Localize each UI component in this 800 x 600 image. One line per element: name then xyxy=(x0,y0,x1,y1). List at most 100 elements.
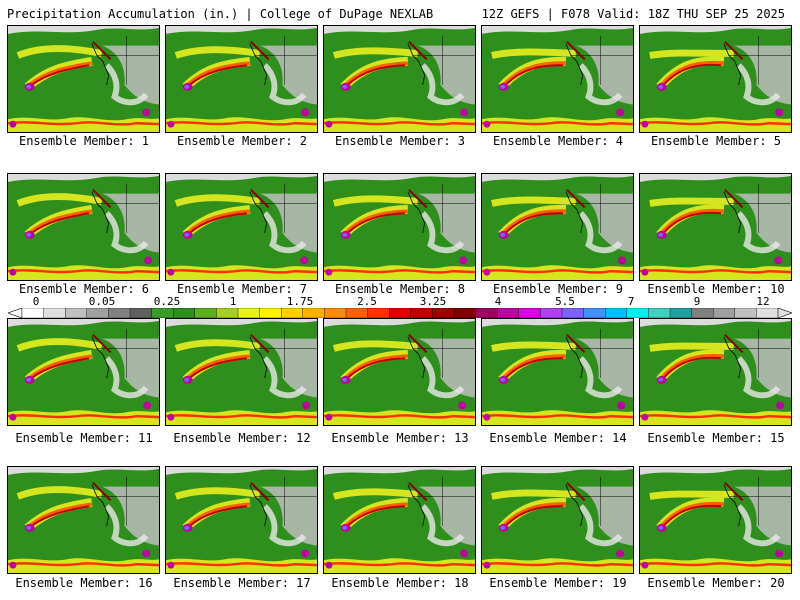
colorbar-tick-label: 0.25 xyxy=(153,295,181,308)
colorbar-tick-label: 2.5 xyxy=(357,295,377,308)
ensemble-map-panel xyxy=(165,466,318,574)
precipitation-map xyxy=(640,26,791,132)
ensemble-map-panel xyxy=(639,466,792,574)
colorbar-swatch xyxy=(691,308,714,318)
colorbar-swatch xyxy=(475,308,498,318)
colorbar-swatch xyxy=(518,308,541,318)
colorbar-swatch xyxy=(410,308,433,318)
colorbar-swatch xyxy=(583,308,606,318)
precipitation-map xyxy=(8,174,159,280)
ensemble-member-label: Ensemble Member: 16 xyxy=(15,576,153,590)
colorbar-swatch xyxy=(86,308,109,318)
colorbar-swatch xyxy=(453,308,477,318)
ensemble-map-panel xyxy=(323,173,476,281)
colorbar-tick-label: 12 xyxy=(756,295,770,308)
ensemble-member-label: Ensemble Member: 17 xyxy=(173,576,311,590)
precipitation-map xyxy=(8,319,159,425)
ensemble-member-label: Ensemble Member: 6 xyxy=(18,282,150,296)
ensemble-map-panel xyxy=(481,173,634,281)
ensemble-map-panel xyxy=(481,318,634,426)
colorbar-swatch xyxy=(21,308,45,318)
ensemble-member-label: Ensemble Member: 20 xyxy=(647,576,785,590)
precipitation-map xyxy=(482,174,633,280)
precipitation-map xyxy=(640,319,791,425)
colorbar-swatch xyxy=(432,308,455,318)
precipitation-map xyxy=(482,319,633,425)
colorbar-swatch xyxy=(65,308,88,318)
precipitation-map xyxy=(166,467,317,573)
precipitation-map xyxy=(482,467,633,573)
colorbar-swatch xyxy=(345,308,369,318)
ensemble-map-panel xyxy=(323,318,476,426)
colorbar-swatch xyxy=(108,308,131,318)
map-title: Precipitation Accumulation (in.) | Colle… xyxy=(7,7,434,21)
precipitation-map xyxy=(166,26,317,132)
colorbar-swatch xyxy=(756,308,779,318)
ensemble-map-panel xyxy=(7,25,160,133)
colorbar-tick-label: 0.05 xyxy=(88,295,116,308)
ensemble-member-label: Ensemble Member: 10 xyxy=(647,282,785,296)
colorbar-swatch xyxy=(43,308,66,318)
colorbar-tick-label: 7 xyxy=(627,295,635,308)
ensemble-member-label: Ensemble Member: 4 xyxy=(492,134,624,148)
precipitation-map xyxy=(324,319,475,425)
ensemble-map-panel xyxy=(639,173,792,281)
ensemble-map-panel xyxy=(481,25,634,133)
colorbar-left-arrow xyxy=(8,308,23,318)
precipitation-map xyxy=(324,26,475,132)
ensemble-member-label: Ensemble Member: 9 xyxy=(492,282,624,296)
colorbar-swatch xyxy=(281,308,304,318)
colorbar-swatch xyxy=(237,308,261,318)
precipitation-map xyxy=(640,174,791,280)
ensemble-map-panel xyxy=(165,173,318,281)
ensemble-member-label: Ensemble Member: 18 xyxy=(331,576,469,590)
colorbar-tick-label: 9 xyxy=(693,295,701,308)
ensemble-member-label: Ensemble Member: 12 xyxy=(173,431,311,445)
ensemble-map-panel xyxy=(165,25,318,133)
precipitation-map xyxy=(166,174,317,280)
colorbar-swatch xyxy=(626,308,649,318)
colorbar-swatch xyxy=(324,308,347,318)
precipitation-map xyxy=(166,319,317,425)
colorbar-swatch xyxy=(172,308,196,318)
colorbar-swatch xyxy=(389,308,412,318)
colorbar-swatch xyxy=(734,308,757,318)
colorbar-tick-label: 0 xyxy=(32,295,40,308)
ensemble-member-label: Ensemble Member: 3 xyxy=(334,134,466,148)
precipitation-map xyxy=(8,467,159,573)
ensemble-map-panel xyxy=(639,318,792,426)
precipitation-colorbar xyxy=(8,308,792,318)
colorbar-swatch xyxy=(648,308,671,318)
precipitation-map xyxy=(324,467,475,573)
colorbar-swatch xyxy=(259,308,282,318)
precipitation-map xyxy=(482,26,633,132)
precipitation-map xyxy=(640,467,791,573)
ensemble-member-label: Ensemble Member: 13 xyxy=(331,431,469,445)
ensemble-member-label: Ensemble Member: 2 xyxy=(176,134,308,148)
colorbar-swatch xyxy=(151,308,174,318)
ensemble-member-label: Ensemble Member: 7 xyxy=(176,282,308,296)
precipitation-map xyxy=(324,174,475,280)
ensemble-map-panel xyxy=(7,318,160,426)
ensemble-map-panel xyxy=(7,466,160,574)
colorbar-right-arrow xyxy=(777,308,792,318)
colorbar-tick-label: 1 xyxy=(229,295,237,308)
colorbar-swatch xyxy=(605,308,628,318)
ensemble-map-panel xyxy=(639,25,792,133)
ensemble-map-panel xyxy=(165,318,318,426)
colorbar-swatch xyxy=(302,308,325,318)
precipitation-map xyxy=(8,26,159,132)
colorbar-swatch xyxy=(129,308,153,318)
ensemble-member-label: Ensemble Member: 8 xyxy=(334,282,466,296)
colorbar-swatch xyxy=(540,308,563,318)
ensemble-member-label: Ensemble Member: 5 xyxy=(650,134,782,148)
ensemble-member-label: Ensemble Member: 11 xyxy=(15,431,153,445)
colorbar-swatch xyxy=(497,308,520,318)
colorbar-tick-label: 3.25 xyxy=(419,295,447,308)
colorbar-tick-label: 5.5 xyxy=(555,295,575,308)
ensemble-member-label: Ensemble Member: 15 xyxy=(647,431,785,445)
ensemble-map-panel xyxy=(323,466,476,574)
ensemble-member-label: Ensemble Member: 1 xyxy=(18,134,150,148)
colorbar-swatch xyxy=(367,308,390,318)
ensemble-member-label: Ensemble Member: 14 xyxy=(489,431,627,445)
